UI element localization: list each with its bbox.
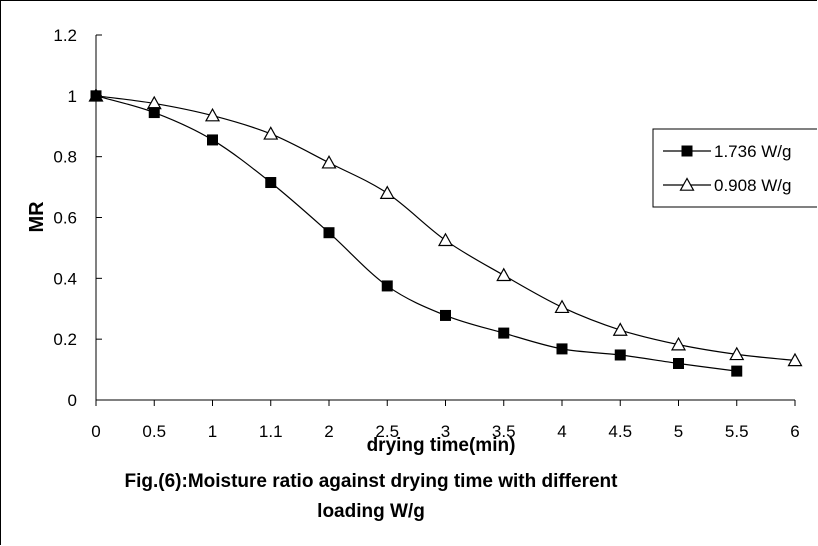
x-axis-title: drying time(min) <box>367 435 516 456</box>
x-tick-label: 4 <box>557 422 566 441</box>
x-tick-label: 1.1 <box>259 422 283 441</box>
axes <box>95 35 795 401</box>
data-point <box>207 134 218 146</box>
data-point <box>381 280 393 292</box>
legend-label: 0.908 W/g <box>714 176 792 195</box>
data-point <box>731 365 743 377</box>
data-point <box>379 185 395 199</box>
legend-box <box>652 128 817 208</box>
series-layer <box>88 88 803 377</box>
data-point <box>498 327 510 339</box>
x-axis-ticks: 0 0.5 1 1.1 2 2.5 3 3.5 4 4.5 5 5.5 6 <box>91 400 800 441</box>
x-tick-label: 6 <box>790 422 799 441</box>
data-point <box>673 358 684 369</box>
x-tick-label: 0.5 <box>142 422 166 441</box>
x-tick-label: 3 <box>441 422 450 441</box>
legend-item: 1.736 W/g <box>663 142 792 161</box>
data-point <box>90 90 102 102</box>
data-point <box>670 336 687 351</box>
data-point <box>729 346 745 361</box>
data-point <box>440 309 451 321</box>
y-tick-label: 1.2 <box>53 26 77 45</box>
x-tick-label: 0 <box>91 422 100 441</box>
y-tick-label: 0 <box>68 391 77 410</box>
y-axis-title: MR <box>26 201 48 233</box>
data-point <box>612 322 628 336</box>
data-point <box>323 227 335 239</box>
x-tick-label: 5 <box>674 422 683 441</box>
x-tick-label: 1 <box>208 422 217 441</box>
x-tick-label: 4.5 <box>608 422 632 441</box>
series-line <box>95 95 737 372</box>
data-point <box>321 155 337 169</box>
data-point <box>614 349 626 361</box>
series-1 <box>90 90 743 377</box>
data-point <box>265 177 277 189</box>
x-tick-label: 3.5 <box>492 422 516 441</box>
y-tick-label: 0.6 <box>53 209 77 228</box>
x-tick-label: 5.5 <box>725 422 749 441</box>
y-tick-label: 0.4 <box>53 269 77 288</box>
legend-label: 1.736 W/g <box>714 142 792 161</box>
figure-caption: Fig.(6):Moisture ratio against drying ti… <box>61 467 681 527</box>
caption-line-2: loading W/g <box>317 501 425 522</box>
data-point <box>496 267 512 282</box>
y-tick-label: 0.2 <box>53 330 77 349</box>
legend-marker <box>679 177 695 191</box>
line-chart: 0 0.2 0.4 0.6 0.8 1 1.2 0 0.5 1 1.1 2 2.5 3 3.5 4 4.5 5 5… <box>26 26 817 456</box>
data-point <box>554 299 570 314</box>
y-tick-label: 0.8 <box>53 148 77 167</box>
data-point <box>263 126 279 140</box>
legend-marker <box>681 145 693 157</box>
x-tick-label: 2 <box>324 422 333 441</box>
caption-line-1: Fig.(6):Moisture ratio against drying ti… <box>124 471 618 492</box>
data-point <box>437 232 454 247</box>
data-point <box>204 107 221 122</box>
y-tick-label: 1 <box>68 87 77 106</box>
x-tick-label: 2.5 <box>375 422 399 441</box>
legend: 1.736 W/g 0.908 W/g <box>652 128 817 208</box>
data-point <box>556 343 568 355</box>
legend-item: 0.908 W/g <box>663 176 792 195</box>
data-point <box>787 352 803 367</box>
y-axis-ticks: 0 0.2 0.4 0.6 0.8 1 1.2 <box>53 26 102 410</box>
data-point <box>148 107 160 119</box>
